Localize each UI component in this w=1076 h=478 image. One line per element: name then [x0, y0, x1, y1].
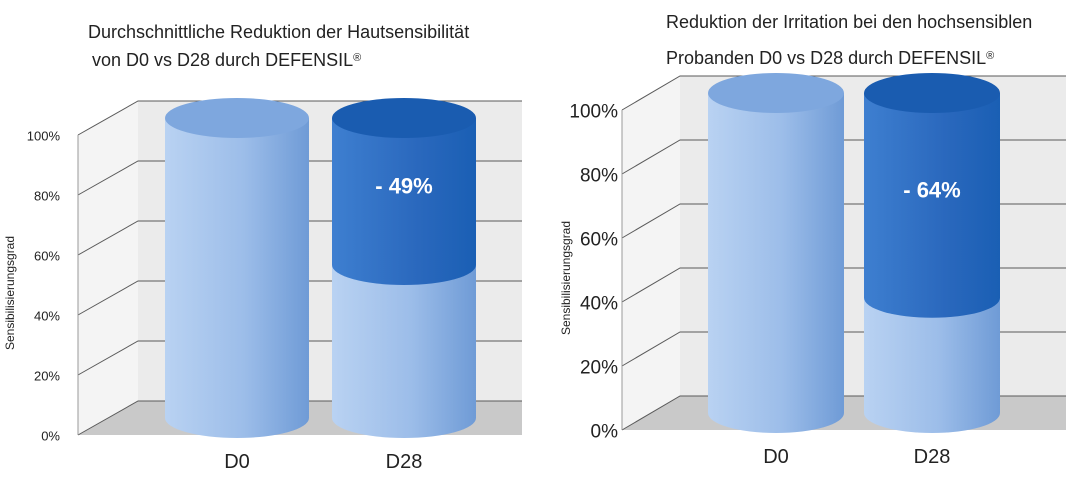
y-axis-label: Sensibilisierungsgrad	[559, 221, 573, 335]
y-tick-label: 60%	[580, 229, 618, 250]
y-axis-label: Sensibilisierungsgrad	[3, 236, 17, 350]
y-tick-label: 20%	[34, 368, 60, 383]
bar-d28: - 49%	[332, 98, 476, 438]
side-wall	[622, 76, 680, 430]
chart-title-line2: von D0 vs D28 durch DEFENSIL®	[88, 46, 469, 74]
chart-title-line2: Probanden D0 vs D28 durch DEFENSIL®	[666, 40, 1032, 76]
bar-d0	[708, 73, 844, 433]
chart-right: Reduktion der Irritation bei den hochsen…	[540, 0, 1076, 478]
bar-segment-reduction	[332, 118, 476, 285]
y-tick-label: 40%	[580, 293, 618, 314]
bar-segment-remaining	[165, 118, 309, 438]
bar-top-cap	[708, 73, 844, 113]
chart-title-line2-text: Probanden D0 vs D28 durch DEFENSIL	[666, 48, 987, 68]
y-tick-label: 0%	[591, 421, 619, 442]
bar-segment-remaining	[332, 265, 476, 438]
y-tick-label: 80%	[580, 165, 618, 186]
bar-top-cap	[864, 73, 1000, 113]
chart-title-line1: Reduktion der Irritation bei den hochsen…	[666, 12, 1033, 32]
bar-segment-reduction	[864, 93, 1000, 318]
bar-top-cap	[165, 98, 309, 138]
x-tick-label: D0	[224, 451, 250, 473]
chart-title-line1: Durchschnittliche Reduktion der Hautsens…	[88, 22, 470, 42]
reduction-label: - 49%	[375, 174, 432, 199]
chart-title: Reduktion der Irritation bei den hochsen…	[666, 4, 1032, 76]
registered-mark: ®	[353, 52, 362, 64]
y-tick-label: 20%	[580, 357, 618, 378]
y-tick-label: 60%	[34, 248, 60, 263]
y-tick-label: 0%	[41, 428, 60, 443]
chart-left: Durchschnittliche Reduktion der Hautsens…	[3, 18, 522, 473]
chart-plot-left: 0% 20% 40% 60% 80% 100% Sensibilisierungsgrad D…	[3, 98, 522, 473]
y-tick-label: 100%	[27, 128, 61, 143]
bar-d28: - 64%	[864, 73, 1000, 433]
x-tick-label: D28	[914, 446, 951, 468]
bar-d0	[165, 98, 309, 438]
registered-mark: ®	[986, 50, 995, 62]
chart-title-line2-text: von D0 vs D28 durch DEFENSIL	[92, 50, 354, 70]
bar-top-cap	[332, 98, 476, 138]
y-tick-label: 80%	[34, 188, 60, 203]
y-tick-label: 100%	[569, 101, 618, 122]
bar-segment-remaining	[708, 93, 844, 433]
x-tick-label: D28	[386, 451, 423, 473]
bar-segment-remaining	[864, 297, 1000, 433]
side-wall	[78, 101, 138, 435]
chart-title: Durchschnittliche Reduktion der Hautsens…	[88, 18, 469, 74]
reduction-label: - 64%	[903, 177, 960, 202]
y-tick-label: 40%	[34, 308, 60, 323]
chart-plot-right: 0% 20% 40% 60% 80% 100% Sensibilisierungsgrad D…	[559, 73, 1066, 468]
x-tick-label: D0	[763, 446, 789, 468]
